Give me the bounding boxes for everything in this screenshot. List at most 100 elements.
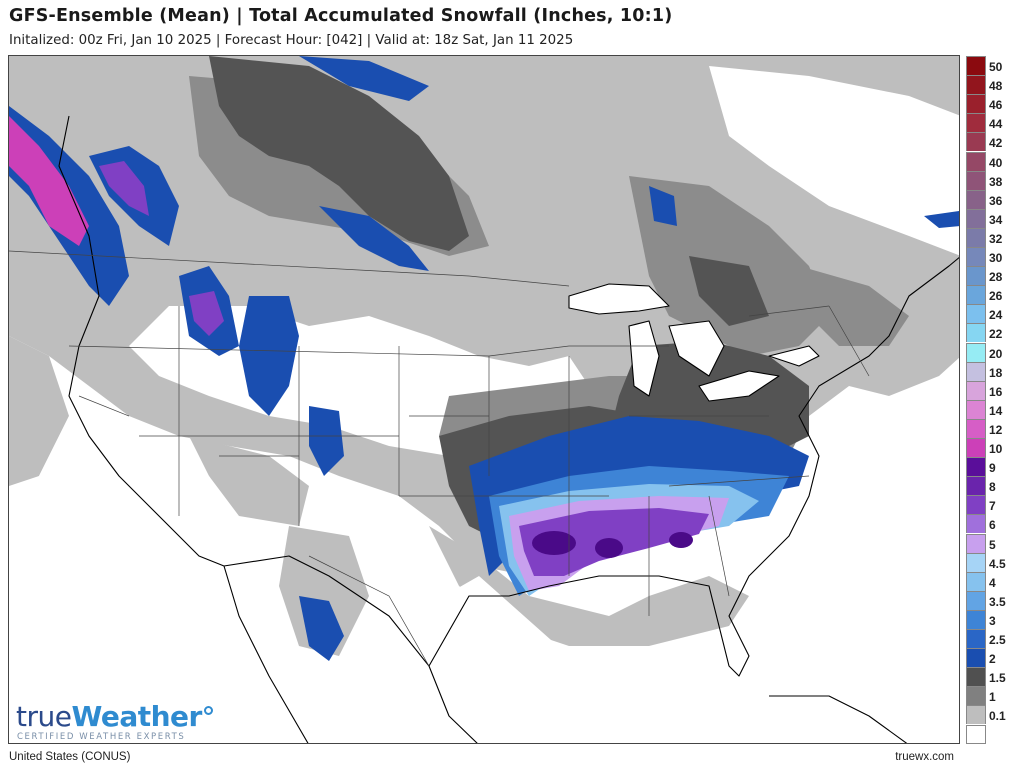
legend-item: 30 — [966, 247, 1022, 267]
legend-label: 26 — [989, 289, 1003, 304]
legend-item: 9 — [966, 457, 1022, 477]
border-line — [308, 555, 430, 667]
legend-item: 46 — [966, 94, 1022, 114]
logo-ring-icon — [203, 706, 213, 715]
legend-item: 7 — [966, 495, 1022, 515]
legend-label: 2 — [989, 652, 996, 667]
legend-swatch — [966, 266, 986, 286]
snow-max-area — [595, 538, 623, 558]
legend-label: 14 — [989, 403, 1003, 418]
legend-swatch — [966, 380, 986, 400]
legend-label: 3 — [989, 613, 996, 628]
legend-item: 3.5 — [966, 590, 1022, 610]
legend-label: 9 — [989, 461, 996, 476]
trueweather-logo: trueWeather — [16, 700, 213, 733]
border-line — [78, 395, 130, 417]
legend-label: 28 — [989, 270, 1003, 285]
legend-item: 3 — [966, 609, 1022, 629]
legend-item: 1.5 — [966, 667, 1022, 687]
legend-swatch — [966, 285, 986, 305]
legend-item: 48 — [966, 75, 1022, 95]
legend-swatch — [966, 667, 986, 687]
legend-swatch — [966, 56, 986, 76]
legend-item: 0.1 — [966, 705, 1022, 725]
legend-swatch — [966, 686, 986, 706]
border-line — [708, 495, 730, 597]
legend-swatch — [966, 438, 986, 458]
legend-item: 40 — [966, 151, 1022, 171]
legend-item: 32 — [966, 227, 1022, 247]
legend-swatch — [966, 304, 986, 324]
legend-swatch — [966, 170, 986, 190]
legend-item: 12 — [966, 418, 1022, 438]
legend-label: 8 — [989, 480, 996, 495]
legend-label: 2.5 — [989, 633, 1006, 647]
region-label: United States (CONUS) — [9, 751, 131, 763]
snow-area-mid — [799, 266, 909, 346]
snowfall-map[interactable] — [8, 55, 960, 744]
legend-item: 1 — [966, 686, 1022, 706]
legend-swatch — [966, 75, 986, 95]
legend-label: 18 — [989, 365, 1003, 380]
snow-area-purple — [99, 161, 149, 216]
legend-label: 12 — [989, 422, 1003, 437]
legend-label: 24 — [989, 308, 1003, 323]
lake-ontario — [768, 345, 820, 367]
legend-swatch — [966, 399, 986, 419]
legend-item: 22 — [966, 323, 1022, 343]
legend-swatch — [966, 342, 986, 362]
site-credit: truewx.com — [895, 751, 954, 763]
legend-swatch — [966, 113, 986, 133]
legend-label: 6 — [989, 518, 996, 533]
snow-max-area — [532, 531, 576, 555]
lake-superior — [568, 283, 670, 315]
legend-label: 40 — [989, 155, 1003, 170]
no-snow-area — [389, 576, 906, 743]
legend-item: 8 — [966, 476, 1022, 496]
coastline-west — [58, 115, 225, 567]
legend-item: 20 — [966, 342, 1022, 362]
legend-item: 50 — [966, 56, 1022, 76]
legend-item: 10 — [966, 438, 1022, 458]
legend-item: 24 — [966, 304, 1022, 324]
snow-max-area — [669, 532, 693, 548]
snow-area-blue — [299, 56, 429, 101]
border-line — [68, 345, 490, 357]
legend-swatch — [966, 418, 986, 438]
legend-label: 48 — [989, 79, 1003, 94]
snow-area-blue — [299, 596, 344, 661]
no-snow-area — [9, 416, 405, 743]
legend-swatch — [966, 247, 986, 267]
mexico-coast-east — [428, 665, 478, 743]
legend-label: 5 — [989, 537, 996, 552]
logo-text-weather: Weather — [71, 700, 202, 733]
legend-swatch — [966, 132, 986, 152]
legend-item: 2.5 — [966, 629, 1022, 649]
color-legend: 50 48 46 44 42 40 38 36 34 32 30 28 26 24 22 20 18 16 14 12… — [966, 56, 1022, 745]
legend-label: 7 — [989, 499, 996, 514]
legend-label: 42 — [989, 136, 1003, 151]
legend-label: 4 — [989, 575, 996, 590]
snow-area-blue — [319, 206, 429, 271]
legend-swatch — [966, 457, 986, 477]
legend-label: 10 — [989, 442, 1003, 456]
legend-item: 42 — [966, 132, 1022, 152]
legend-item: 44 — [966, 113, 1022, 133]
legend-item: 18 — [966, 361, 1022, 381]
border-line — [668, 475, 810, 487]
legend-label: 30 — [989, 251, 1003, 265]
legend-swatch — [966, 590, 986, 610]
legend-item: 2 — [966, 648, 1022, 668]
legend-label: 22 — [989, 327, 1003, 342]
legend-swatch — [966, 648, 986, 668]
legend-swatch — [966, 189, 986, 209]
legend-swatch — [966, 552, 986, 572]
legend-swatch — [966, 533, 986, 553]
legend-swatch — [966, 629, 986, 649]
legend-item: 4.5 — [966, 552, 1022, 572]
snow-area-dark — [209, 56, 469, 251]
legend-item: 16 — [966, 380, 1022, 400]
legend-label: 34 — [989, 212, 1003, 227]
legend-swatch — [966, 323, 986, 343]
legend-label: 44 — [989, 117, 1003, 132]
